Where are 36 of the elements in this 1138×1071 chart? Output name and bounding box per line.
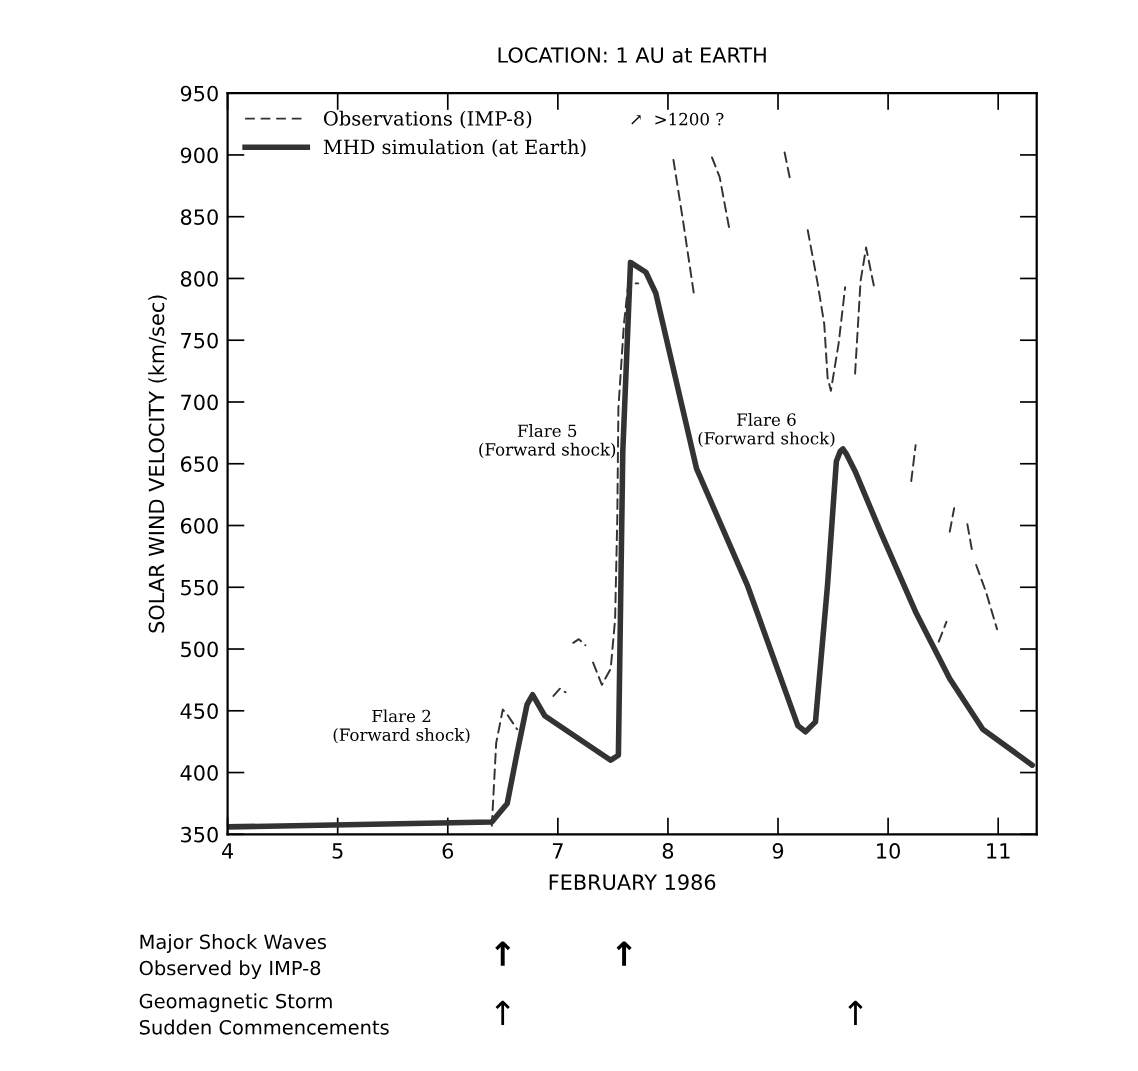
y-tick-label: 550 [181,579,218,596]
text: ↑ [848,1000,863,1026]
y-tick-label: 950 [180,85,218,102]
text: Major Shock Waves Observed by IMP-8 [139,934,327,980]
text: Geomagnetic Storm Sudden Commencements [139,993,389,1035]
y-tick-label: 900 [180,147,218,164]
x-tick-label: 4 [221,843,234,859]
x-tick-label: 7 [552,843,563,859]
x-tick-label: 6 [442,843,454,859]
y-tick-label: 500 [181,641,218,658]
legend-label: MHD simulation (at Earth) [323,139,586,158]
x-axis-title: FEBRUARY 1986 [549,874,716,891]
text: ↑ [616,941,632,966]
y-tick-label: 650 [180,456,218,472]
y-tick-label: 600 [180,517,218,534]
annotation: ↗ >1200 ? [631,112,724,126]
text: ↑ [495,1000,510,1026]
x-tick-label: 5 [332,843,343,859]
y-tick-label: 350 [181,826,218,843]
legend-label: Observations (IMP-8) [323,110,532,129]
y-axis-title: SOLAR WIND VELOCITY (km/sec) [148,295,167,633]
x-tick-label: 10 [877,843,900,859]
chart-title: LOCATION: 1 AU at EARTH [498,47,766,63]
y-tick-label: 850 [180,209,218,225]
y-tick-label: 700 [181,394,218,411]
y-tick-label: 400 [180,765,218,781]
y-tick-label: 450 [180,703,218,719]
annotation: Flare 5 (Forward shock) [479,424,616,459]
y-tick-label: 750 [181,332,218,349]
annotation: Flare 6 (Forward shock) [698,413,835,447]
x-tick-label: 11 [987,843,1010,859]
text: ↑ [495,941,511,966]
x-tick-label: 9 [772,843,784,859]
annotation: Flare 2 (Forward shock) [333,709,470,744]
y-tick-label: 800 [180,270,218,287]
x-tick-label: 8 [662,843,674,859]
